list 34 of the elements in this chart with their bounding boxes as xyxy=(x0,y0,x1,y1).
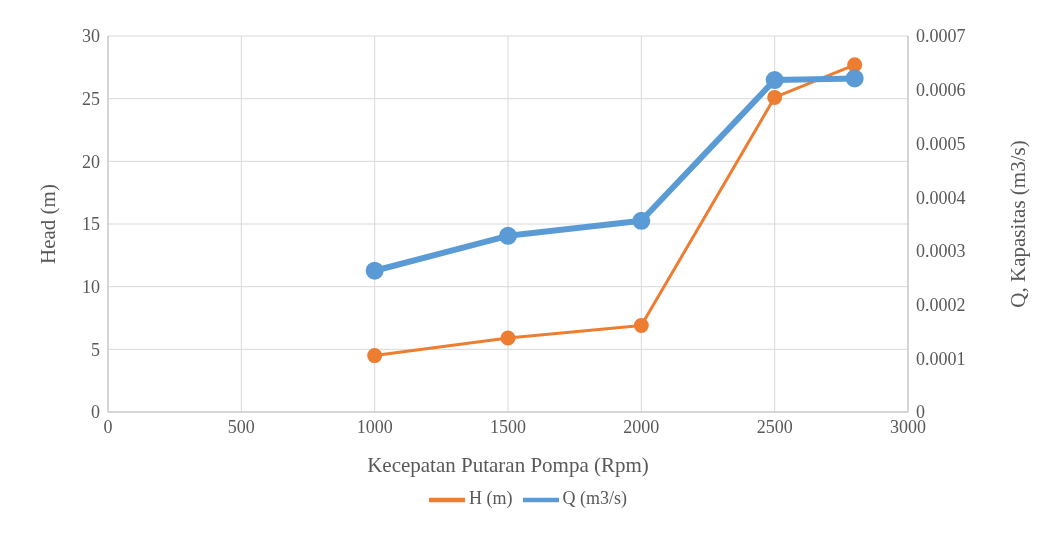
point xyxy=(845,69,864,88)
point xyxy=(365,261,384,280)
y2-tick-label: 0.0001 xyxy=(916,348,966,369)
point xyxy=(767,89,783,105)
point xyxy=(632,211,651,230)
y-tick-label: 0 xyxy=(91,402,100,423)
y2-tick-label: 0.0007 xyxy=(916,26,966,47)
point xyxy=(367,348,383,364)
x-tick-label: 500 xyxy=(227,416,255,437)
x-tick-label: 1000 xyxy=(356,416,393,437)
point xyxy=(499,226,517,245)
y2-tick-label: 0.0003 xyxy=(916,241,966,262)
point xyxy=(847,57,863,73)
legend-label: Q (m3/s) xyxy=(562,488,627,509)
y2-axis-title: Q, Kapasitas (m3/s) xyxy=(1006,140,1031,308)
y2-tick-label: 0.0006 xyxy=(916,80,966,101)
legend-label: H (m) xyxy=(469,488,513,509)
y-axis-title: Head (m) xyxy=(36,184,61,264)
y-tick-label: 20 xyxy=(82,151,100,172)
point xyxy=(765,71,784,90)
point xyxy=(633,318,649,334)
x-tick-label: 2000 xyxy=(623,416,660,437)
point xyxy=(500,330,516,346)
y2-tick-label: 0.0005 xyxy=(916,133,966,154)
y2-tick-label: 0.0004 xyxy=(916,187,966,208)
y-tick-label: 15 xyxy=(82,214,100,235)
y2-tick-label: 0.0002 xyxy=(916,294,966,315)
y-tick-label: 30 xyxy=(82,26,100,47)
x-tick-label: 1500 xyxy=(490,416,526,437)
y-tick-label: 5 xyxy=(91,339,100,360)
y-tick-label: 10 xyxy=(82,277,100,298)
x-axis-title: Kecepatan Putaran Pompa (Rpm) xyxy=(367,453,649,477)
y-tick-label: 25 xyxy=(82,89,100,110)
x-tick-label: 2500 xyxy=(756,416,793,437)
